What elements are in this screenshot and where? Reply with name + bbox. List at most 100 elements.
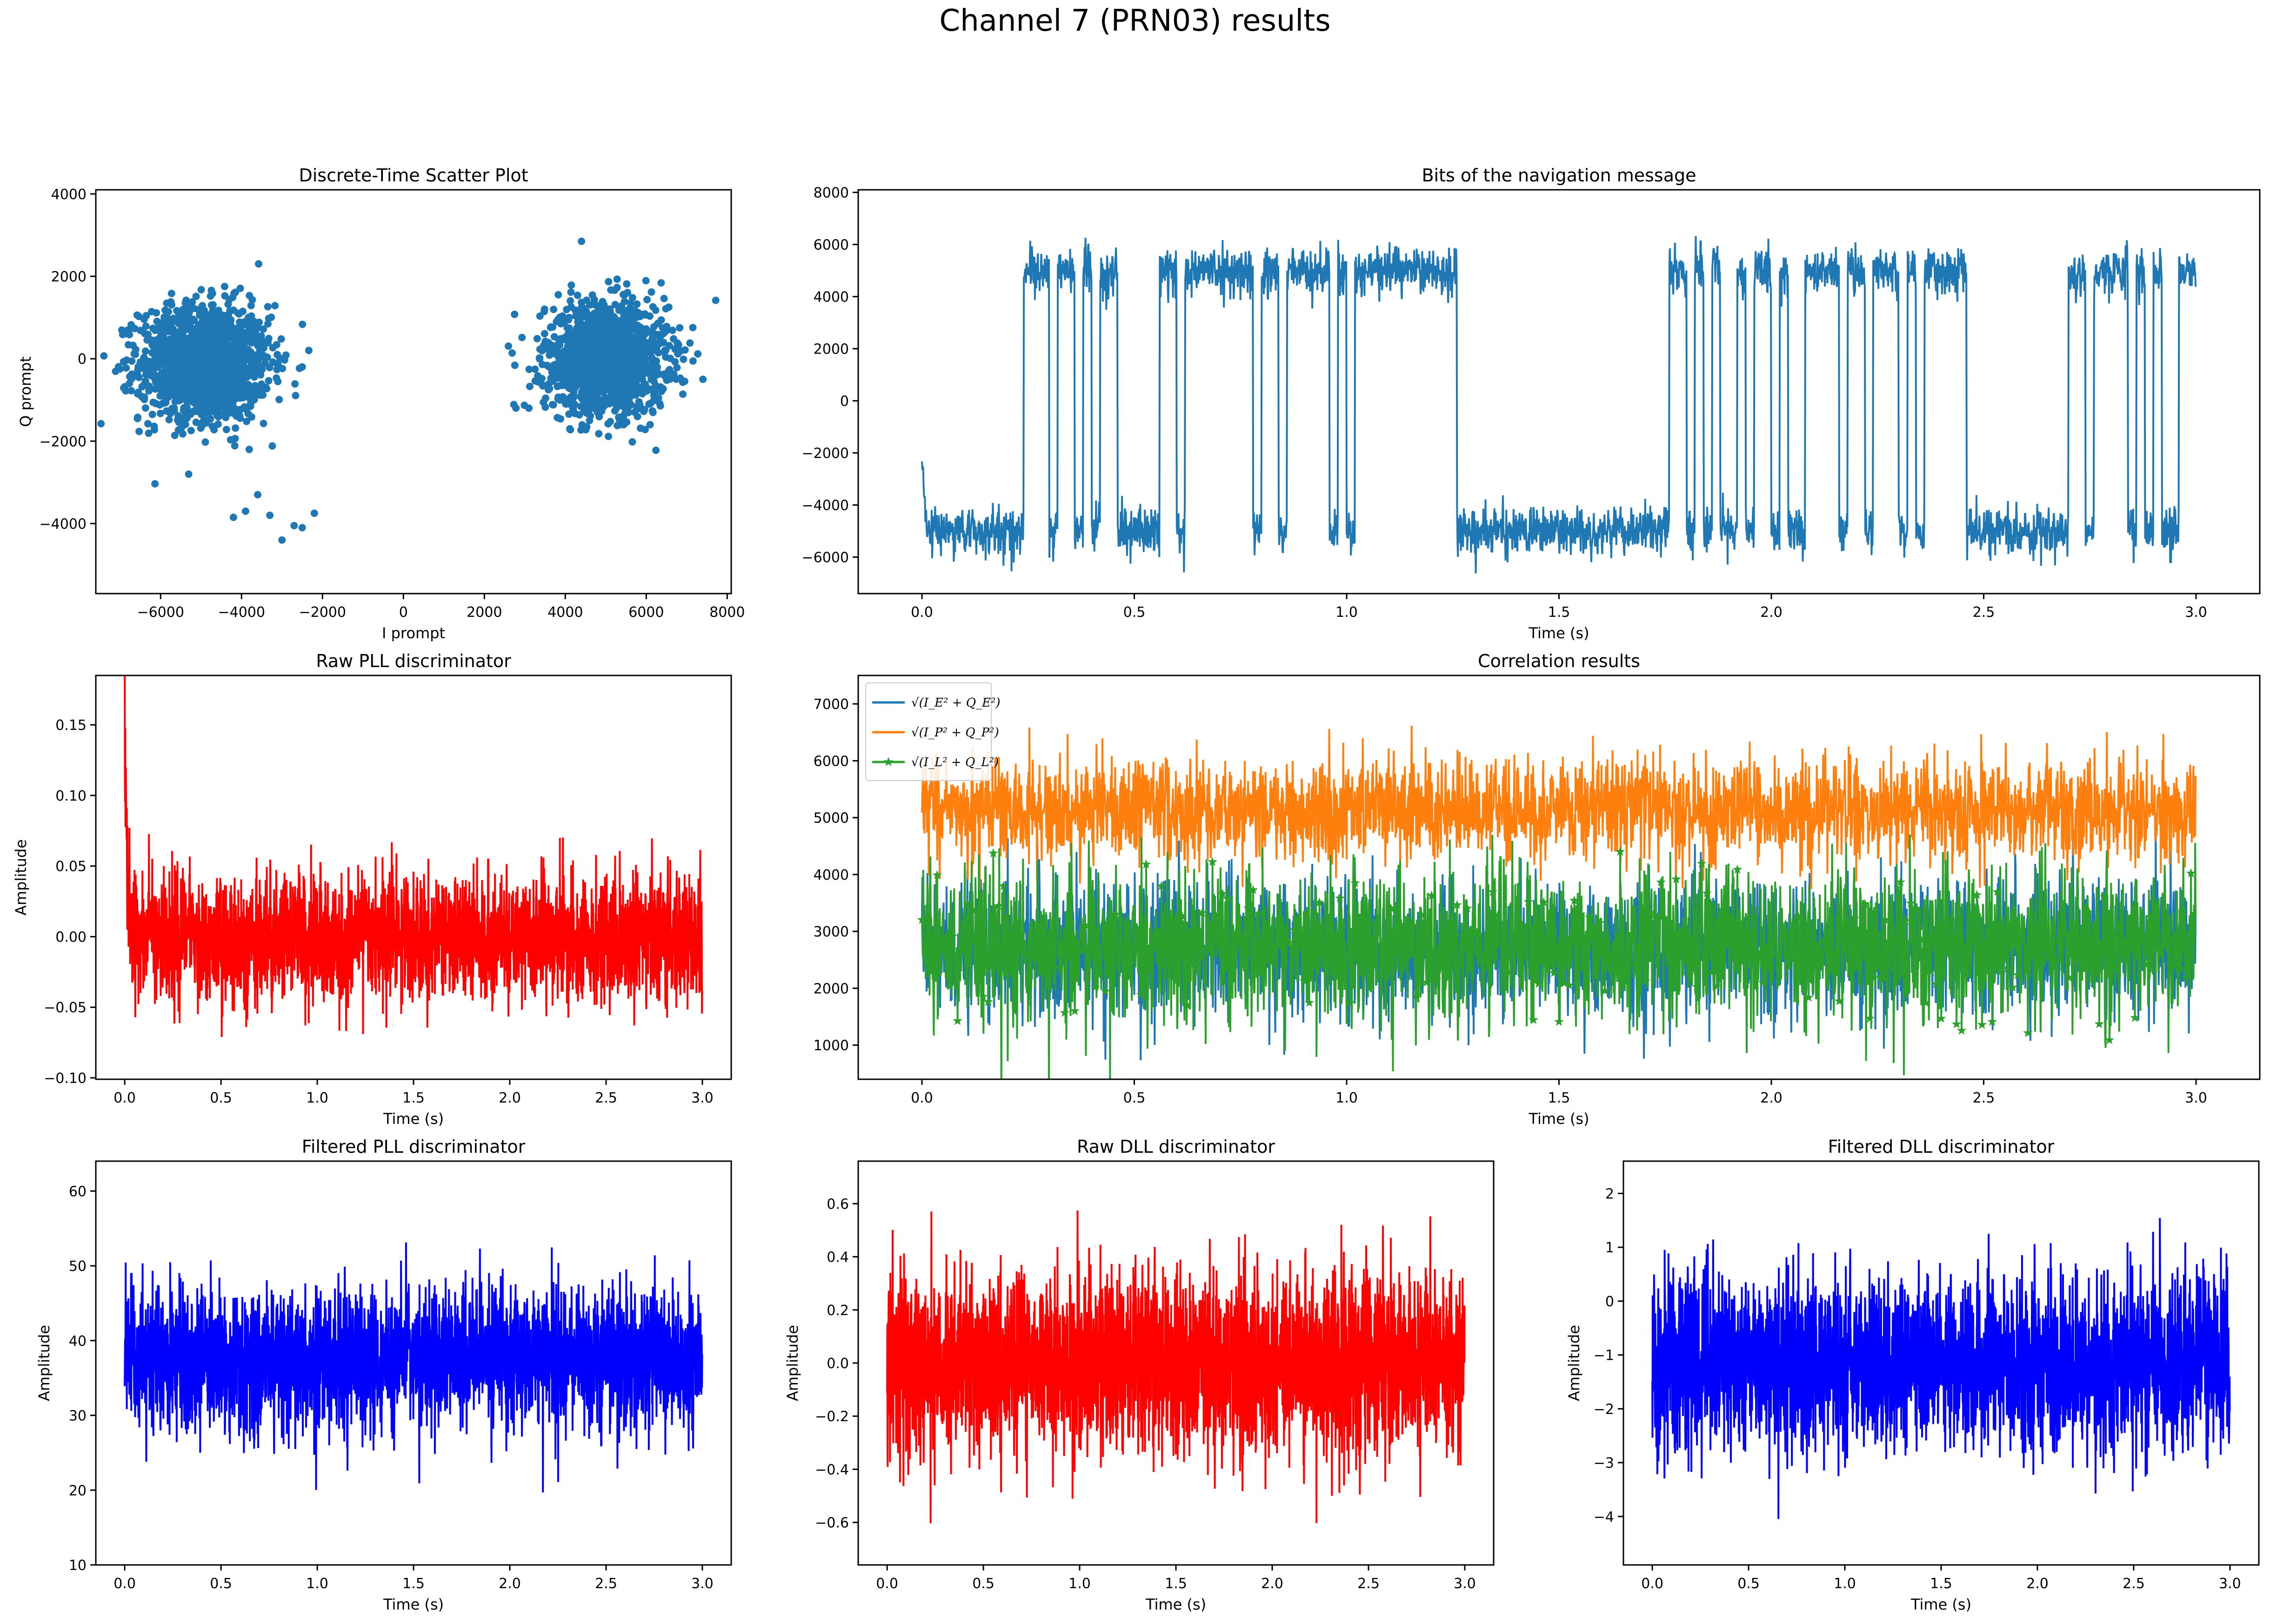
scatter-point: [265, 314, 273, 322]
x-tick-label: 1.5: [402, 1576, 425, 1592]
plot-area: [886, 1210, 1466, 1524]
scatter-point: [195, 324, 202, 332]
scatter-point: [176, 360, 184, 368]
series-line-nav-bits: [921, 236, 2197, 574]
scatter-point: [299, 321, 307, 328]
series-marker-star: [998, 881, 1008, 890]
series-marker-star: [1110, 909, 1121, 919]
series-marker-star: [2079, 964, 2089, 974]
series-marker-star: [2104, 1035, 2115, 1044]
scatter-point: [574, 291, 581, 299]
y-tick-label: 0.2: [827, 1303, 849, 1319]
scatter-point: [679, 390, 687, 398]
scatter-point: [184, 335, 192, 343]
series-marker-star: [1065, 929, 1075, 939]
scatter-point: [633, 403, 641, 411]
scatter-point: [637, 357, 645, 365]
series-marker-star: [1217, 889, 1228, 898]
series-marker-star: [1457, 931, 1467, 941]
axes-frame: [95, 189, 732, 595]
series-marker-star: [958, 945, 968, 954]
scatter-point: [643, 296, 651, 304]
scatter-point: [626, 316, 634, 324]
x-tick-label: 0.0: [1641, 1576, 1663, 1592]
chart-corr: 0.0 0.5 1.0 1.5 2.0 2.5 3.0 1000 2000 3000 4000 500…: [814, 651, 2261, 1128]
scatter-point: [97, 420, 105, 428]
scatter-point: [129, 341, 137, 349]
series-marker-star: [1182, 1000, 1192, 1009]
series-marker-star: [2053, 936, 2063, 945]
scatter-point: [254, 491, 261, 499]
scatter-point: [618, 421, 626, 428]
scatter-point: [197, 344, 205, 352]
series-marker-star: [2013, 970, 2023, 979]
scatter-point: [563, 336, 571, 344]
series-marker-star: [1330, 968, 1340, 977]
y-tick-label: 30: [69, 1408, 87, 1424]
series-marker-star: [1248, 885, 1258, 894]
chart-rawpll: 0.0 0.5 1.0 1.5 2.0 2.5 3.0 −0.10 −0.05 0.00 0.05 0…: [12, 651, 732, 1128]
y-tick-label: −0.6: [815, 1515, 849, 1531]
scatter-point: [228, 396, 236, 404]
series-marker-star: [1972, 889, 1982, 899]
y-axis-label: Q prompt: [17, 356, 34, 427]
series-marker-star: [1115, 914, 1126, 923]
scatter-point: [559, 312, 567, 320]
scatter-point: [100, 352, 108, 360]
series-marker-star: [2074, 942, 2084, 951]
scatter-point: [599, 314, 607, 322]
scatter-point: [210, 375, 218, 383]
x-tick-label: −2000: [299, 604, 346, 621]
scatter-point: [548, 368, 556, 376]
series-marker-star: [1651, 913, 1661, 923]
scatter-point: [554, 291, 562, 299]
scatter-point: [615, 395, 623, 403]
scatter-point: [660, 294, 668, 302]
series-marker-star: [1467, 927, 1477, 936]
scatter-point: [510, 401, 518, 408]
scatter-point: [525, 365, 533, 373]
scatter-point: [681, 346, 689, 354]
scatter-point: [628, 438, 636, 446]
y-tick-label: −2000: [40, 434, 87, 450]
scatter-point: [597, 305, 605, 313]
scatter-point: [671, 358, 679, 366]
scatter-point: [676, 324, 684, 332]
x-tick-label: 3.0: [691, 1090, 714, 1106]
scatter-point: [135, 374, 143, 381]
series-marker-star: [1661, 915, 1671, 924]
series-marker-star: [1350, 878, 1360, 888]
scatter-point: [610, 359, 618, 367]
scatter-point: [605, 338, 613, 346]
series-marker-star: [2155, 943, 2165, 953]
scatter-point: [273, 341, 280, 348]
scatter-point: [266, 511, 274, 519]
x-tick-label: 2.0: [499, 1576, 521, 1592]
scatter-point: [591, 404, 599, 412]
y-tick-label: 0: [78, 351, 87, 368]
scatter-point: [295, 364, 303, 372]
x-tick-label: 4000: [547, 604, 583, 621]
scatter-point: [628, 294, 636, 301]
scatter-point: [230, 372, 238, 380]
scatter-point: [130, 350, 138, 358]
scatter-point: [200, 362, 208, 370]
series-marker-star: [1335, 893, 1345, 902]
scatter-point: [310, 509, 318, 517]
y-tick-label: −2000: [802, 446, 849, 462]
scatter-point: [577, 426, 585, 434]
scatter-point: [167, 298, 175, 306]
scatter-point: [680, 355, 688, 363]
series-marker-star: [2043, 953, 2053, 962]
scatter-point: [686, 339, 694, 347]
series-marker-star: [1885, 943, 1896, 953]
scatter-point: [648, 355, 655, 363]
series-marker-star: [1320, 959, 1329, 969]
x-tick-label: 0.0: [114, 1090, 136, 1106]
scatter-point: [278, 536, 286, 544]
series-marker-star: [993, 901, 1003, 910]
series-marker-star: [1024, 948, 1034, 958]
series-marker-star: [1315, 897, 1324, 907]
series-marker-star: [2120, 941, 2130, 951]
series-marker-star: [1518, 942, 1529, 952]
